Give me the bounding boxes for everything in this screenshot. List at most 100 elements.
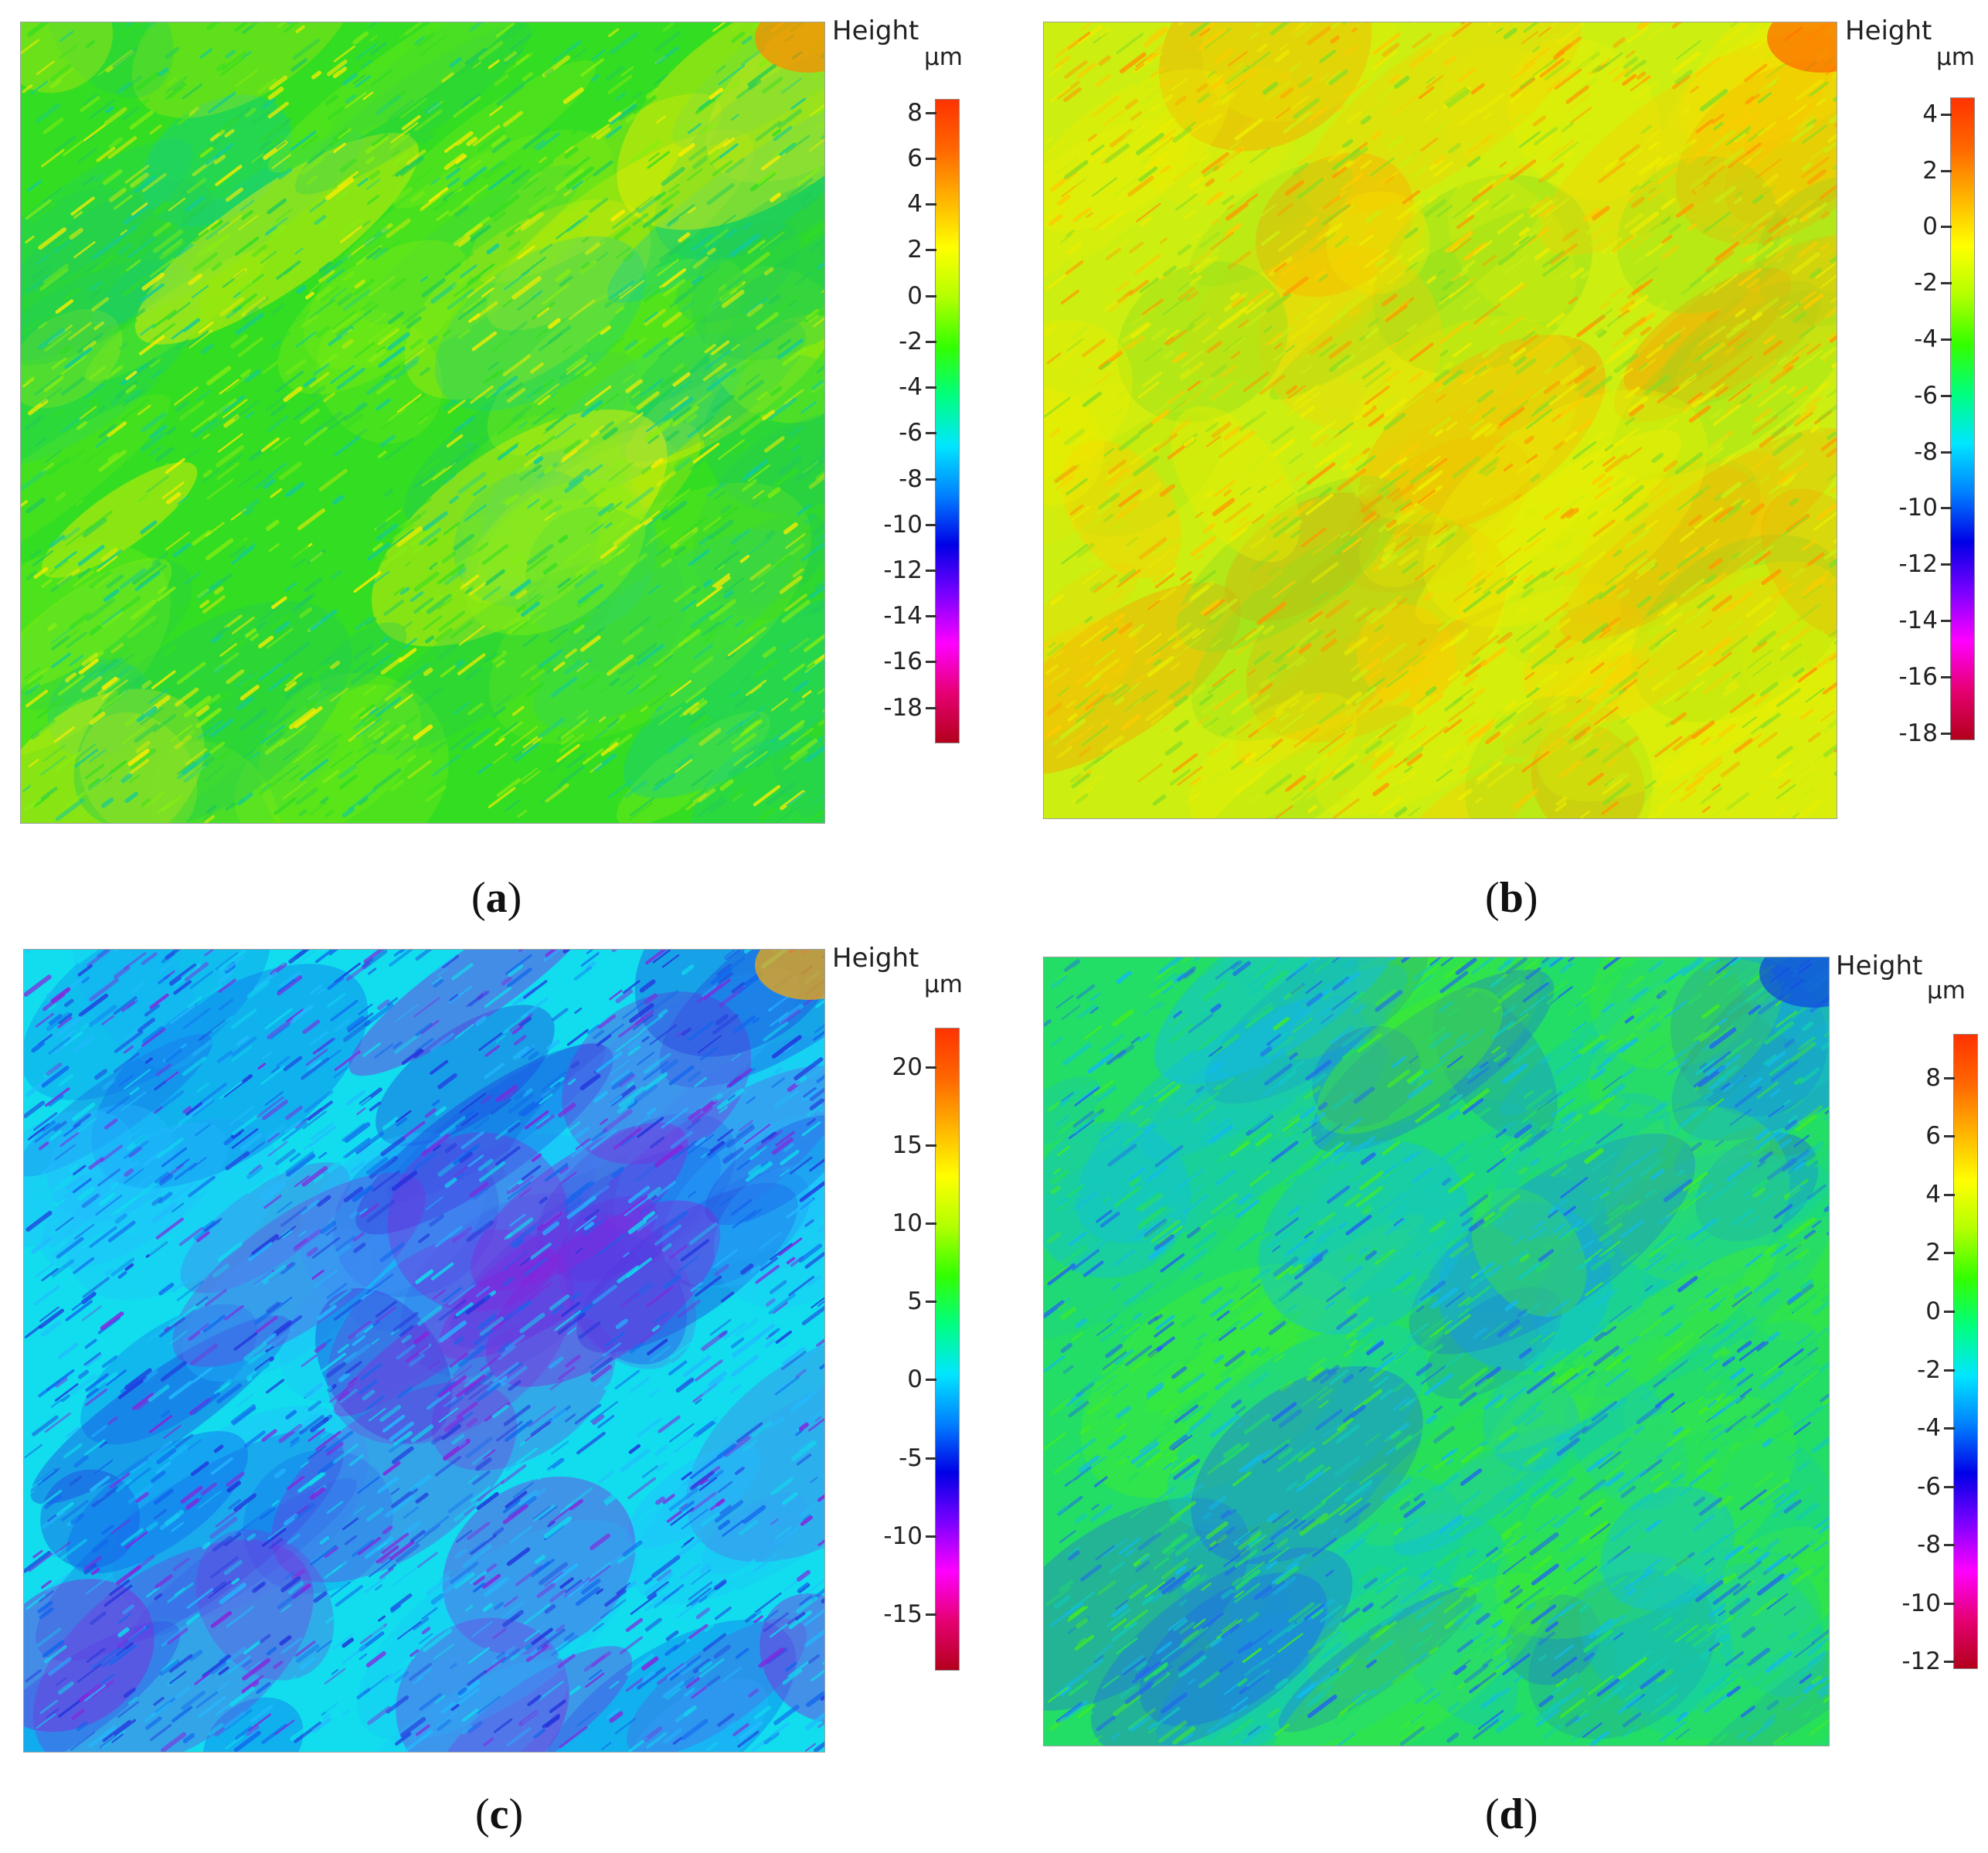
colorbar-tick [1944, 1427, 1955, 1430]
colorbar-tick [1944, 1544, 1955, 1547]
colorbar-tick-label: 6 [1925, 1122, 1941, 1151]
colorbar-tick-label: 2 [1922, 156, 1938, 185]
colorbar-tick [926, 1535, 936, 1538]
colorbar-tick-label: -4 [1917, 1414, 1941, 1443]
colorbar-tick-label: 4 [1925, 1180, 1941, 1209]
colorbar-tick [1944, 1661, 1955, 1664]
colorbar-tick-label: -16 [1898, 662, 1938, 691]
colorbar-title-c: Height [832, 943, 919, 974]
colorbar-tick [926, 569, 936, 572]
colorbar-tick [1944, 1368, 1955, 1372]
colorbar-tick-label: -12 [1901, 1647, 1941, 1676]
colorbar-tick [926, 523, 936, 526]
colorbar-title-a: Height [832, 15, 919, 46]
colorbar-tick-label: -10 [1898, 494, 1938, 522]
colorbar-tick-label: 8 [1925, 1063, 1941, 1092]
height-map-texture-a [21, 22, 824, 823]
colorbar-tick [1941, 226, 1952, 229]
colorbar-title-b: Height [1845, 15, 1932, 46]
caption-a: (a) [471, 874, 522, 922]
colorbar-tick-label: -2 [1914, 269, 1938, 298]
colorbar-tick-label: -14 [883, 602, 923, 631]
colorbar-tick [1944, 1076, 1955, 1080]
colorbar-tick [1941, 282, 1952, 285]
colorbar-tick-label: -8 [1914, 437, 1938, 466]
colorbar-tick-label: 0 [1922, 212, 1938, 241]
colorbar-tick-label: -8 [1917, 1531, 1941, 1559]
colorbar-tick-label: -12 [883, 556, 923, 584]
colorbar-tick-label: -18 [883, 693, 923, 722]
colorbar-tick-label: 2 [907, 236, 923, 264]
colorbar-gradient-d [1953, 1034, 1978, 1669]
colorbar-tick-label: 8 [907, 98, 923, 127]
colorbar-tick [926, 706, 936, 709]
colorbar-tick [926, 157, 936, 160]
colorbar-tick-label: -6 [1914, 381, 1938, 410]
colorbar-tick-label: -16 [883, 648, 923, 676]
colorbar-tick [926, 615, 936, 618]
colorbar-tick-label: 0 [907, 281, 923, 310]
height-map-texture-d [1044, 957, 1829, 1746]
colorbar-tick-label: -6 [1917, 1472, 1941, 1501]
colorbar-tick [926, 432, 936, 435]
colorbar-tick-label: -4 [899, 373, 923, 402]
colorbar-tick-label: -14 [1898, 607, 1938, 635]
colorbar-tick-label: -12 [1898, 550, 1938, 579]
colorbar-tick [926, 1613, 936, 1617]
colorbar-tick [1941, 169, 1952, 172]
colorbar-b: 4 2 0 -2 -4 -6 -8 -10 -12 -14 -16 -18 [1865, 97, 1981, 747]
caption-c: (c) [475, 1790, 524, 1838]
colorbar-tick [926, 478, 936, 481]
colorbar-tick [1941, 507, 1952, 510]
colorbar-tick [926, 1066, 936, 1069]
colorbar-tick [1944, 1485, 1955, 1488]
height-map-a [20, 22, 825, 824]
colorbar-tick [1941, 732, 1952, 735]
colorbar-tick-label: -8 [899, 464, 923, 493]
colorbar-tick [926, 1222, 936, 1226]
colorbar-unit-a: µm [924, 43, 963, 71]
colorbar-tick-label: 0 [907, 1365, 923, 1394]
colorbar-unit-d: µm [1927, 977, 1966, 1005]
colorbar-tick [1944, 1252, 1955, 1255]
colorbar-tick-label: -4 [1914, 325, 1938, 354]
colorbar-tick-label: -10 [883, 1522, 923, 1550]
colorbar-tick [926, 1379, 936, 1382]
caption-d: (d) [1485, 1790, 1538, 1838]
colorbar-gradient-a [935, 99, 960, 743]
colorbar-a: 8 6 4 2 0 -2 -4 -6 -8 -10 -12 -14 -16 -18 [850, 99, 966, 743]
colorbar-gradient-b [1950, 97, 1975, 740]
colorbar-tick [1941, 394, 1952, 397]
colorbar-tick-label: -10 [883, 510, 923, 539]
colorbar-tick-label: 20 [892, 1052, 923, 1081]
colorbar-unit-b: µm [1936, 43, 1975, 71]
colorbar-c: 20 15 10 5 0 -5 -10 -15 [850, 1028, 966, 1671]
colorbar-tick [1944, 1310, 1955, 1313]
colorbar-tick [926, 203, 936, 206]
colorbar-tick [926, 386, 936, 389]
colorbar-tick-label: -2 [1917, 1355, 1941, 1384]
colorbar-tick-label: 10 [892, 1209, 923, 1238]
colorbar-tick-label: 4 [907, 190, 923, 219]
colorbar-tick [1941, 113, 1952, 116]
colorbar-tick-label: 2 [1925, 1239, 1941, 1267]
colorbar-tick [1941, 563, 1952, 566]
colorbar-unit-c: µm [924, 971, 963, 998]
colorbar-tick-label: -6 [899, 419, 923, 447]
colorbar-tick [926, 661, 936, 664]
colorbar-tick [926, 1144, 936, 1147]
colorbar-tick [926, 1457, 936, 1460]
colorbar-tick [1941, 338, 1952, 342]
colorbar-tick-label: -18 [1898, 719, 1938, 747]
caption-b: (b) [1485, 874, 1538, 922]
colorbar-tick [1941, 620, 1952, 623]
height-map-texture-c [24, 950, 824, 1752]
colorbar-d: 8 6 4 2 0 -2 -4 -6 -8 -10 -12 [1868, 1034, 1984, 1675]
colorbar-tick-label: 5 [907, 1287, 923, 1316]
colorbar-tick [926, 294, 936, 298]
height-map-texture-b [1044, 22, 1837, 818]
colorbar-tick [926, 1300, 936, 1304]
colorbar-tick [1944, 1193, 1955, 1196]
colorbar-tick [926, 249, 936, 252]
colorbar-tick-label: 6 [907, 144, 923, 172]
